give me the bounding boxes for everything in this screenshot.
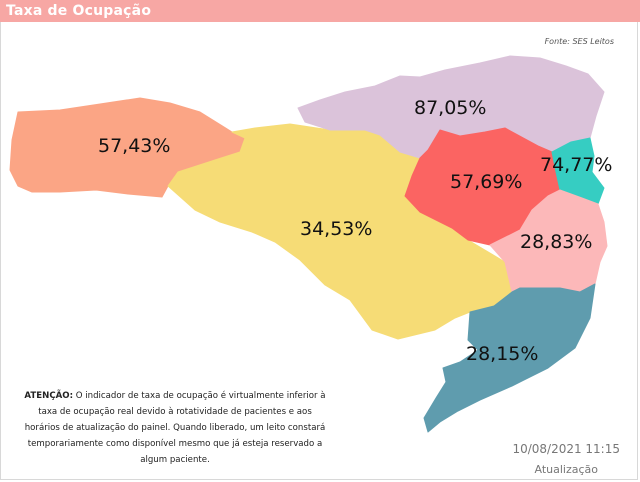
region-vale-value: 57,69% (450, 171, 522, 193)
region-north-value: 87,05% (414, 97, 486, 119)
source-note: Fonte: SES Leitos (544, 37, 614, 46)
region-foz-value: 74,77% (540, 154, 612, 176)
notice-text: ATENÇÃO: O indicador de taxa de ocupação… (20, 388, 330, 468)
region-south-value: 28,15% (466, 343, 538, 365)
region-foz[interactable] (551, 137, 605, 205)
region-midwest-value: 34,53% (300, 218, 372, 240)
page-title: Taxa de Ocupação (6, 3, 152, 19)
title-bar: Taxa de Ocupação (0, 0, 640, 22)
update-label: Atualização (534, 463, 598, 476)
region-south[interactable] (423, 283, 596, 433)
map-panel (0, 22, 638, 480)
notice-body: O indicador de taxa de ocupação é virtua… (24, 391, 326, 465)
region-west-value: 57,43% (98, 135, 170, 157)
region-grande-floripa-value: 28,83% (520, 231, 592, 253)
notice-heading: ATENÇÃO: (24, 391, 74, 401)
update-datetime: 10/08/2021 11:15 (512, 442, 620, 456)
